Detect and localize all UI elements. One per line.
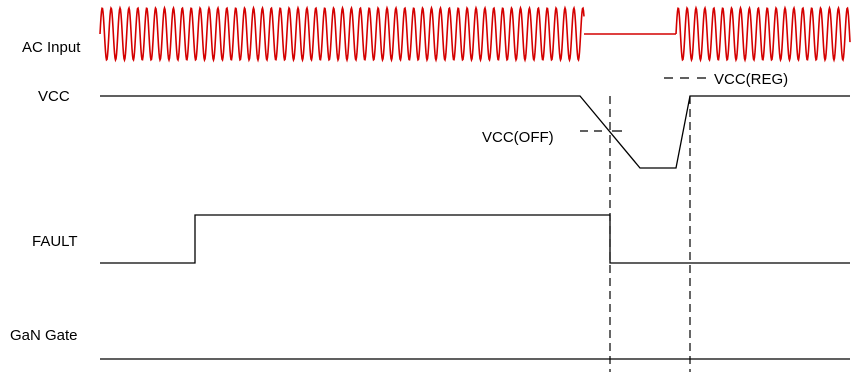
- ac-input-waveform-burst-2: [675, 5, 851, 63]
- fault-trace: [100, 214, 850, 264]
- gan-gate-label: GaN Gate: [10, 327, 78, 344]
- ac-input-label: AC Input: [22, 39, 81, 56]
- fault-label: FAULT: [32, 233, 78, 250]
- vcc-trace: [100, 95, 850, 169]
- vcc-reg-annotation: VCC(REG): [714, 71, 788, 88]
- vcc-off-annotation: VCC(OFF): [482, 129, 554, 146]
- vcc-label: VCC: [38, 88, 70, 105]
- ac-input-waveform-burst-1: [99, 5, 585, 63]
